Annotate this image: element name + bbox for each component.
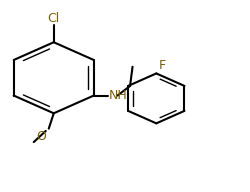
Text: F: F bbox=[159, 59, 166, 72]
Text: Cl: Cl bbox=[48, 12, 60, 25]
Text: NH: NH bbox=[109, 89, 128, 102]
Text: O: O bbox=[36, 130, 46, 143]
